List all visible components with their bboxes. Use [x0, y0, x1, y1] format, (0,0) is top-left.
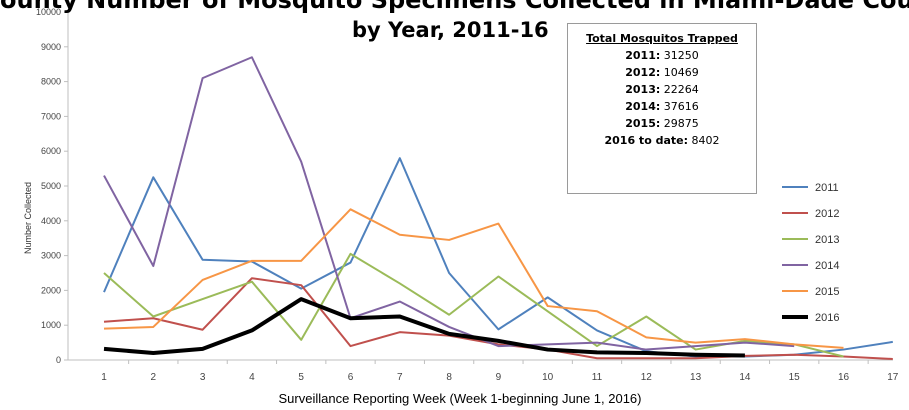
y-axis-label: Number Collected — [23, 182, 33, 254]
y-tick-label: 6000 — [41, 146, 61, 156]
x-tick-label: 1 — [101, 372, 107, 383]
y-tick-label: 0 — [56, 355, 61, 365]
y-tick-label: 10000 — [36, 7, 61, 17]
series-line-2015 — [103, 208, 844, 349]
x-tick-label: 6 — [348, 372, 354, 383]
totals-row-label: 2015: — [625, 117, 661, 130]
chart-title-line2: by Year, 2011-16 — [352, 18, 549, 42]
x-tick-label: 10 — [542, 372, 554, 383]
totals-row-value: 37616 — [663, 100, 699, 113]
chart-title-line1: ounty Number of Mosquito Specimens Colle… — [0, 0, 909, 14]
x-tick-label: 2 — [151, 372, 157, 383]
legend-label-2016: 2016 — [815, 312, 839, 324]
x-tick-label: 11 — [592, 372, 603, 383]
totals-heading: Total Mosquitos Trapped — [586, 32, 738, 45]
series-line-2014 — [103, 56, 795, 351]
totals-box: Total Mosquitos Trapped 2011: 31250 2012… — [567, 23, 757, 194]
x-tick-label: 13 — [690, 372, 702, 383]
y-tick-label: 1000 — [41, 320, 61, 330]
x-tick-label: 4 — [249, 372, 255, 383]
totals-row-2014: 2014: 37616 — [568, 100, 756, 113]
totals-row-value: 31250 — [663, 49, 699, 62]
series-line-2012 — [103, 277, 893, 360]
x-tick-label: 8 — [446, 372, 452, 383]
x-tick-label: 7 — [397, 372, 403, 383]
totals-row-2016: 2016 to date: 8402 — [568, 134, 756, 147]
y-tick-label: 2000 — [41, 285, 61, 295]
series-line-2016 — [103, 297, 745, 358]
y-tick-label: 5000 — [41, 181, 61, 191]
legend-label-2014: 2014 — [815, 260, 839, 272]
y-tick-label: 4000 — [41, 216, 61, 226]
y-axis: 0 1000 2000 3000 4000 5000 6000 7000 8000 9000 100… — [36, 7, 69, 365]
x-axis: 1 2 3 4 5 6 7 8 9 10 11 12 13 14 15 16 17 — [68, 359, 899, 383]
legend-label-2013: 2013 — [815, 234, 839, 246]
legend-label-2015: 2015 — [815, 286, 839, 298]
totals-row-value: 22264 — [663, 83, 699, 96]
legend: 2011 2012 2013 2014 2015 2016 — [782, 182, 839, 324]
totals-row-2012: 2012: 10469 — [568, 66, 756, 79]
totals-row-value: 8402 — [691, 134, 720, 147]
y-tick-label: 8000 — [41, 77, 61, 87]
x-tick-label: 5 — [298, 372, 304, 383]
totals-row-value: 29875 — [663, 117, 699, 130]
series-line-2013 — [103, 252, 844, 358]
totals-row-label: 2012: — [625, 66, 661, 79]
x-tick-label: 16 — [838, 372, 850, 383]
x-tick-label: 12 — [641, 372, 653, 383]
totals-row-2011: 2011: 31250 — [568, 49, 756, 62]
x-axis-label: Surveillance Reporting Week (Week 1-begi… — [278, 391, 641, 406]
totals-row-label: 2011: — [625, 49, 661, 62]
legend-label-2011: 2011 — [815, 182, 839, 194]
series-line-2011 — [103, 157, 893, 358]
x-tick-label: 9 — [496, 372, 502, 383]
x-tick-label: 3 — [200, 372, 206, 383]
series-lines — [103, 56, 893, 360]
legend-label-2012: 2012 — [815, 208, 839, 220]
y-tick-label: 3000 — [41, 251, 61, 261]
x-tick-label: 17 — [887, 372, 899, 383]
totals-row-label: 2016 to date: — [604, 134, 688, 147]
x-tick-label: 14 — [739, 372, 751, 383]
x-tick-label: 15 — [789, 372, 801, 383]
totals-row-label: 2014: — [625, 100, 661, 113]
totals-row-value: 10469 — [663, 66, 699, 79]
y-tick-label: 9000 — [41, 42, 61, 52]
y-tick-label: 7000 — [41, 111, 61, 121]
totals-row-2015: 2015: 29875 — [568, 117, 756, 130]
totals-row-2013: 2013: 22264 — [568, 83, 756, 96]
totals-row-label: 2013: — [625, 83, 661, 96]
